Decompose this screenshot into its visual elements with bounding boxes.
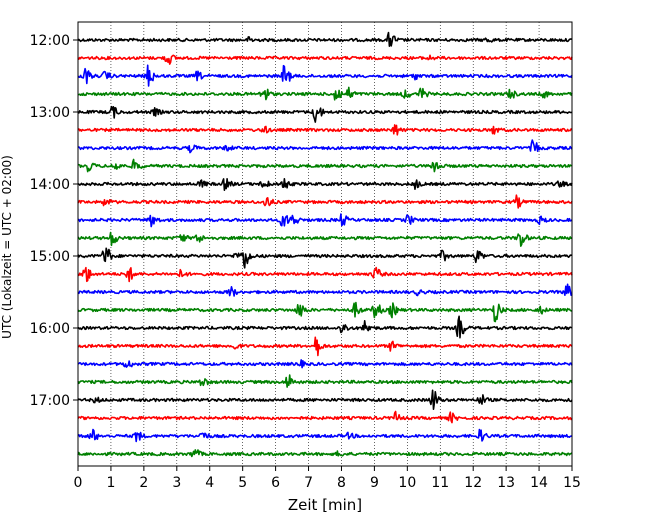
trace-line <box>77 449 573 458</box>
trace-line <box>77 283 573 297</box>
x-tick-label: 8 <box>337 475 346 491</box>
gridlines <box>110 22 540 466</box>
trace-line <box>77 105 573 123</box>
y-tick-label: 15:00 <box>30 249 70 265</box>
trace-line <box>77 31 573 47</box>
trace-1200 <box>77 31 573 47</box>
trace-1245 <box>77 86 573 101</box>
trace-line <box>77 178 573 191</box>
x-tick-label: 14 <box>530 475 548 491</box>
plot-frame <box>77 21 573 467</box>
trace-1300 <box>77 105 573 123</box>
y-tick-label: 14:00 <box>30 177 70 193</box>
x-tick-label: 3 <box>172 475 181 491</box>
trace-1415 <box>77 194 573 209</box>
y-axis-label: UTC (Lokalzeit = UTC + 02:00) <box>0 155 14 339</box>
trace-1230 <box>77 64 573 87</box>
trace-line <box>78 158 573 173</box>
trace-line <box>77 124 573 136</box>
x-tick-label: 9 <box>370 475 379 491</box>
trace-1600 <box>77 315 573 339</box>
x-tick-label: 5 <box>238 475 247 491</box>
trace-line <box>77 410 573 424</box>
trace-line <box>77 247 572 269</box>
trace-1700 <box>77 389 573 410</box>
x-tick-label: 7 <box>304 475 313 491</box>
trace-line <box>78 139 573 154</box>
trace-1215 <box>77 54 573 65</box>
x-tick-label: 6 <box>271 475 280 491</box>
trace-1745 <box>77 449 573 458</box>
trace-1330 <box>78 139 573 154</box>
trace-line <box>77 54 573 65</box>
y-tick-label: 17:00 <box>30 393 70 409</box>
trace-line <box>77 359 573 369</box>
trace-1630 <box>77 359 573 369</box>
y-ticks: 12:00 13:00 14:00 15:00 16:00 17:00 <box>30 33 78 409</box>
x-tick-label: 1 <box>106 475 115 491</box>
x-tick-label: 0 <box>74 475 83 491</box>
trace-1400 <box>77 178 573 191</box>
trace-1445 <box>77 231 573 247</box>
x-tick-label: 11 <box>431 475 449 491</box>
trace-line <box>77 301 573 323</box>
x-tick-label: 13 <box>497 475 515 491</box>
trace-line <box>77 389 573 410</box>
trace-line <box>77 266 573 283</box>
trace-1645 <box>77 374 573 388</box>
trace-1500 <box>77 247 572 269</box>
x-tick-label: 4 <box>205 475 214 491</box>
x-ticks: 0 1 2 3 4 5 6 7 8 9 10 11 12 13 14 15 <box>74 466 581 491</box>
x-tick-label: 15 <box>563 475 581 491</box>
trace-1730 <box>77 428 573 443</box>
trace-line <box>77 428 573 443</box>
trace-line <box>77 336 573 357</box>
trace-1715 <box>77 410 573 424</box>
trace-1430 <box>78 213 573 228</box>
trace-line <box>77 231 573 247</box>
trace-line <box>78 213 573 228</box>
x-tick-label: 2 <box>139 475 148 491</box>
trace-line <box>77 374 573 388</box>
trace-line <box>77 64 573 87</box>
x-tick-label: 12 <box>464 475 482 491</box>
trace-1545 <box>77 301 573 323</box>
y-tick-label: 12:00 <box>30 33 70 49</box>
trace-1345 <box>78 158 573 173</box>
y-tick-label: 13:00 <box>30 105 70 121</box>
x-axis-label: Zeit [min] <box>288 496 362 514</box>
x-tick-label: 10 <box>398 475 416 491</box>
trace-1315 <box>77 124 573 136</box>
trace-line <box>77 315 573 339</box>
traces <box>77 31 573 458</box>
trace-line <box>77 194 573 209</box>
trace-1530 <box>77 283 573 297</box>
y-tick-label: 16:00 <box>30 321 70 337</box>
trace-1615 <box>77 336 573 357</box>
trace-line <box>77 86 573 101</box>
trace-1515 <box>77 266 573 283</box>
